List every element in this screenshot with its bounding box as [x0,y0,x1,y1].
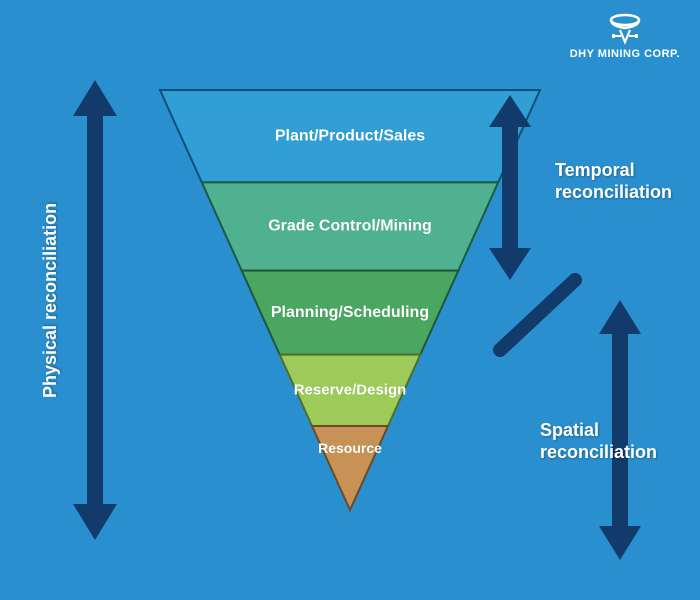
temporal-arrow [489,95,531,285]
diagram-canvas: DHY MINING CORP. Plant/Product/Sales Grad… [0,0,700,600]
physical-arrow [73,80,117,545]
funnel-diagram: Plant/Product/Sales Grade Control/Mining P… [160,90,540,510]
spatial-label-line1: Spatial [540,420,599,440]
logo-icon [601,12,649,46]
funnel-layer-4 [312,426,388,510]
separator-slash [490,270,585,365]
spatial-label-line2: reconciliation [540,442,657,462]
funnel-layer-label-0: Plant/Product/Sales [275,127,425,144]
temporal-label-line1: Temporal [555,160,635,180]
funnel-layer-label-1: Grade Control/Mining [268,218,432,235]
physical-label: Physical reconciliation [40,130,62,470]
spatial-label: Spatial reconciliation [540,420,657,463]
funnel-layer-label-4: Resource [318,440,382,456]
temporal-label: Temporal reconciliation [555,160,672,203]
company-logo: DHY MINING CORP. [570,12,680,60]
funnel-layer-label-3: Reserve/Design [294,381,407,398]
temporal-label-line2: reconciliation [555,182,672,202]
company-name: DHY MINING CORP. [570,48,680,60]
funnel-layer-label-2: Planning/Scheduling [271,304,429,321]
